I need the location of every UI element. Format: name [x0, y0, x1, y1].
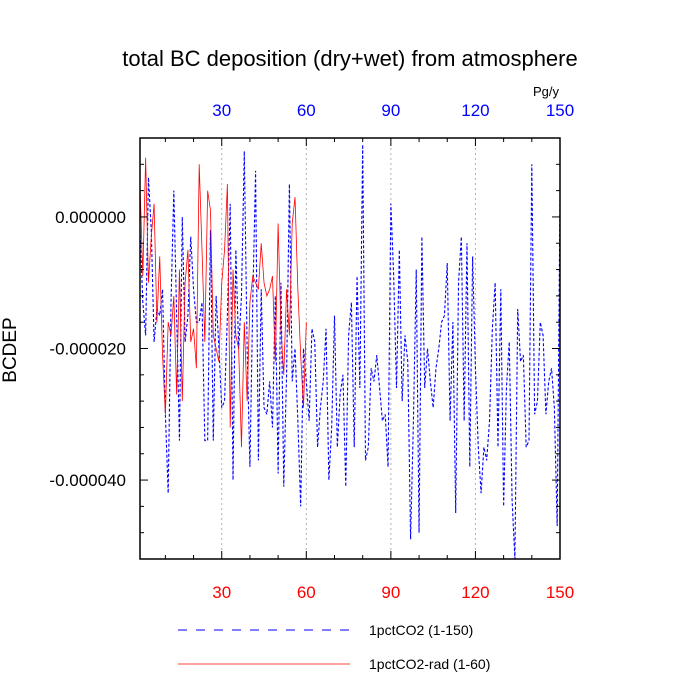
- x-tick-label-top-60: 60: [297, 101, 316, 120]
- legend-label-1pctco2-rad: 1pctCO2-rad (1-60): [369, 656, 490, 672]
- chart-title: total BC deposition (dry+wet) from atmos…: [122, 46, 577, 71]
- x-tick-label-bottom-60: 60: [297, 583, 316, 602]
- series-line-0: [140, 144, 560, 559]
- legend: 1pctCO2 (1-150) 1pctCO2-rad (1-60): [178, 622, 490, 672]
- x-tick-label-bottom-90: 90: [381, 583, 400, 602]
- x-tick-label-bottom-30: 30: [212, 583, 231, 602]
- x-tick-label-top-90: 90: [381, 101, 400, 120]
- x-tick-label-top-150: 150: [546, 101, 574, 120]
- x-tick-label-bottom-120: 120: [461, 583, 489, 602]
- x-tick-label-top-30: 30: [212, 101, 231, 120]
- y-tick-label-0: 0.000000: [55, 208, 126, 227]
- top-axis-units: Pg/y: [533, 84, 560, 99]
- y-tick-label-1: -0.000020: [49, 340, 126, 359]
- axis-ticks: 30 60 90 120 150 30 60 90 120 150 0.000000 -0.00002…: [49, 101, 574, 602]
- series-layer: [140, 144, 560, 559]
- x-tick-label-top-120: 120: [461, 101, 489, 120]
- plot-frame: [139, 137, 561, 560]
- x-tick-label-bottom-150: 150: [546, 583, 574, 602]
- series-line-1: [140, 157, 307, 448]
- legend-label-1pctco2: 1pctCO2 (1-150): [369, 622, 473, 638]
- y-tick-label-2: -0.000040: [49, 471, 126, 490]
- y-axis-label: BCDEP: [0, 317, 21, 382]
